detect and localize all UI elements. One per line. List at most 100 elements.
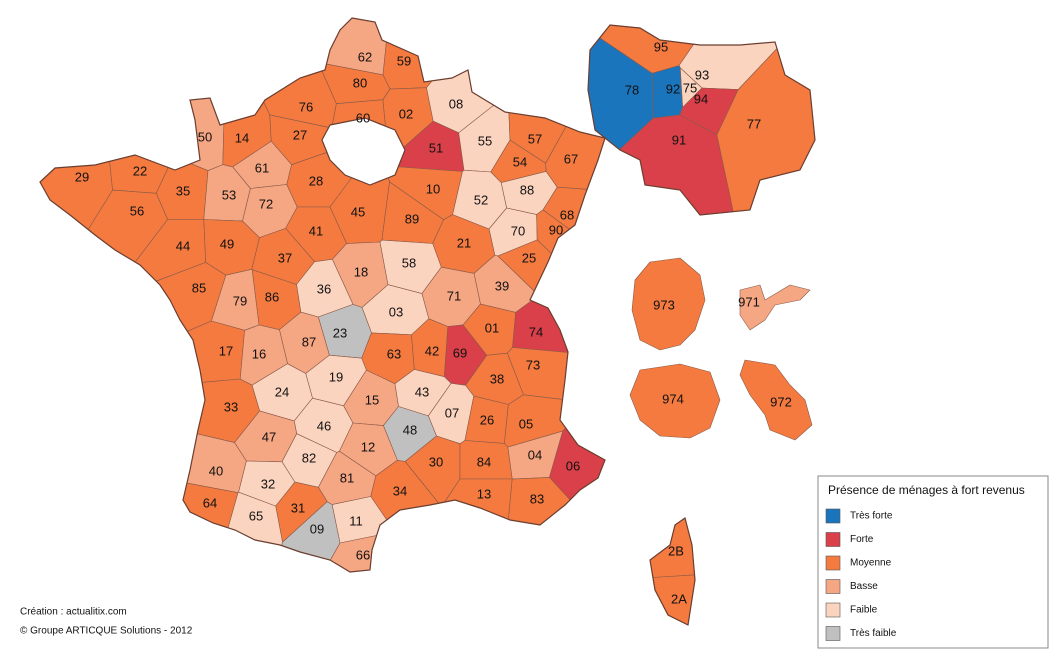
- department-code: 66: [356, 547, 370, 562]
- department-code: 77: [747, 116, 761, 131]
- legend: Présence de ménages à fort revenus Très …: [817, 475, 1049, 649]
- regions: [39, 17, 816, 626]
- department-code: 82: [302, 450, 316, 465]
- department-code: 83: [530, 491, 544, 506]
- legend-swatch: [825, 602, 841, 618]
- department-code: 64: [203, 495, 217, 510]
- department-code: 56: [130, 203, 144, 218]
- department-code: 27: [293, 127, 307, 142]
- department-code: 91: [672, 132, 686, 147]
- department-code: 67: [564, 151, 578, 166]
- department-code: 09: [310, 521, 324, 536]
- department-code: 68: [560, 207, 574, 222]
- department-code: 85: [192, 280, 206, 295]
- department-code: 14: [235, 130, 249, 145]
- department-code: 48: [403, 422, 417, 437]
- department-code: 26: [480, 412, 494, 427]
- department-code: 61: [255, 160, 269, 175]
- outline: [649, 517, 696, 626]
- inset-hole: [321, 117, 406, 186]
- legend-swatch: [825, 508, 841, 524]
- department-code: 43: [415, 384, 429, 399]
- department-code: 40: [209, 463, 223, 478]
- department-code: 04: [528, 447, 542, 462]
- legend-title: Présence de ménages à fort revenus: [828, 483, 1025, 497]
- legend-swatch: [825, 555, 841, 571]
- department-code: 88: [520, 182, 534, 197]
- department-code: 90: [549, 222, 563, 237]
- department-code: 60: [356, 110, 370, 125]
- outline: [39, 17, 606, 573]
- department-code: 51: [429, 140, 443, 155]
- department-code: 55: [478, 133, 492, 148]
- legend-label: Basse: [850, 581, 878, 592]
- department-code: 92: [666, 81, 680, 96]
- legend-label: Très forte: [850, 511, 893, 522]
- department-code: 2A: [671, 591, 687, 606]
- department-code: 33: [224, 399, 238, 414]
- department-code: 84: [477, 454, 491, 469]
- department-code: 19: [329, 369, 343, 384]
- department-code: 31: [291, 500, 305, 515]
- department-code: 12: [361, 439, 375, 454]
- department: [739, 284, 811, 331]
- department-code: 71: [447, 288, 461, 303]
- department-code: 76: [299, 99, 313, 114]
- department-code: 11: [349, 513, 363, 528]
- department-code: 2B: [668, 543, 684, 558]
- department-code: 65: [249, 508, 263, 523]
- department-code: 18: [354, 264, 368, 279]
- department-code: 23: [333, 325, 347, 340]
- department-code: 75: [683, 80, 697, 95]
- department: [629, 363, 721, 439]
- department-code: 45: [351, 204, 365, 219]
- department-code: 24: [275, 384, 289, 399]
- department-code: 06: [566, 458, 580, 473]
- department-code: 58: [402, 255, 416, 270]
- department-code: 34: [393, 483, 407, 498]
- legend-box: [817, 475, 1049, 649]
- department-code: 01: [485, 320, 499, 335]
- department-code: 46: [317, 418, 331, 433]
- department-code: 54: [513, 154, 527, 169]
- department-code: 42: [425, 343, 439, 358]
- department-code: 973: [653, 297, 675, 312]
- department-code: 87: [302, 334, 316, 349]
- department-code: 36: [317, 281, 331, 296]
- department-code: 73: [526, 357, 540, 372]
- department-code: 15: [365, 392, 379, 407]
- department-code: 21: [457, 235, 471, 250]
- department-code: 72: [259, 196, 273, 211]
- department-code: 972: [770, 394, 792, 409]
- department-code: 80: [353, 75, 367, 90]
- legend-label: Forte: [850, 534, 874, 545]
- department-code: 08: [449, 96, 463, 111]
- department-code: 44: [176, 238, 190, 253]
- department-code: 05: [519, 416, 533, 431]
- department-code: 59: [397, 53, 411, 68]
- outline: [587, 24, 816, 216]
- department-code: 37: [278, 250, 292, 265]
- department-code: 39: [495, 278, 509, 293]
- department-code: 35: [176, 183, 190, 198]
- department-code: 03: [389, 304, 403, 319]
- department: [739, 359, 813, 441]
- legend-swatch: [825, 626, 841, 641]
- legend-label: Faible: [850, 605, 878, 616]
- department-code: 13: [477, 486, 491, 501]
- department-code: 70: [511, 223, 525, 238]
- department-code: 53: [222, 187, 236, 202]
- department-code: 62: [358, 49, 372, 64]
- credit-copyright: © Groupe ARTICQUE Solutions - 2012: [20, 626, 193, 637]
- department-code: 32: [261, 476, 275, 491]
- department-code: 81: [340, 470, 354, 485]
- department-code: 971: [738, 294, 760, 309]
- department-code: 07: [445, 405, 459, 420]
- credit-creation: Création : actualitix.com: [20, 607, 127, 618]
- department-code: 974: [662, 391, 684, 406]
- department-code: 38: [490, 371, 504, 386]
- legend-label: Moyenne: [850, 558, 892, 569]
- department-code: 86: [265, 289, 279, 304]
